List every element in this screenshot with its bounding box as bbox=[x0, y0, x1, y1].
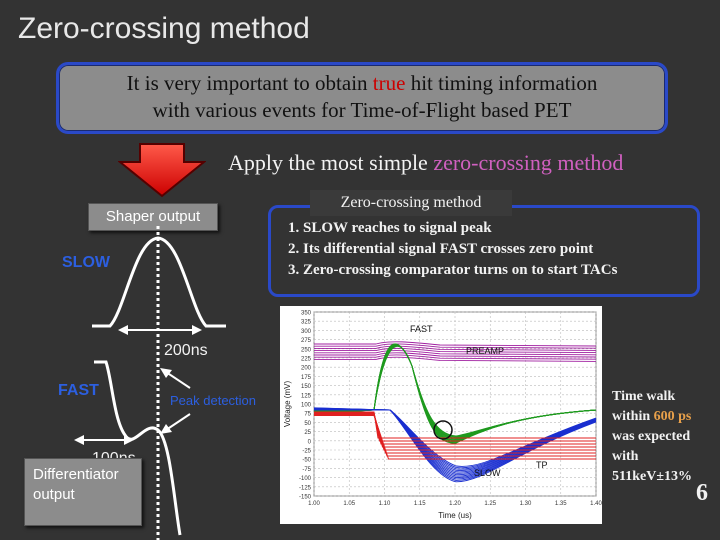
importance-callout: It is very important to obtain true hit … bbox=[56, 62, 668, 134]
importance-line-1: It is very important to obtain true hit … bbox=[59, 71, 665, 96]
y-tick-label: 275 bbox=[301, 338, 312, 344]
y-tick-label: -50 bbox=[302, 458, 311, 464]
y-tick-label: 325 bbox=[301, 320, 312, 326]
apply-highlight: zero-crossing method bbox=[433, 150, 624, 175]
y-tick-label: 300 bbox=[301, 329, 312, 335]
y-tick-label: 250 bbox=[301, 347, 312, 353]
y-tick-labels: 3503253002752502252001751501251007550250… bbox=[299, 311, 312, 501]
preamp-trace bbox=[314, 345, 597, 351]
preamp-trace bbox=[314, 350, 597, 356]
tp-trace bbox=[314, 415, 596, 460]
apply-method-text: Apply the most simple zero-crossing meth… bbox=[228, 150, 623, 176]
peak-arrow-upper bbox=[165, 371, 191, 389]
peak-arrow-lower-head bbox=[160, 424, 172, 434]
trace-label-slow: SLOW bbox=[474, 468, 501, 478]
preamp-trace bbox=[314, 341, 597, 347]
y-tick-label: 350 bbox=[301, 311, 312, 317]
oscilloscope-svg: 3503253002752502252001751501251007550250… bbox=[283, 311, 602, 521]
differentiator-output-label: Differentiator output bbox=[24, 458, 142, 526]
pulse-diagram bbox=[74, 226, 226, 540]
trace-group bbox=[313, 341, 597, 483]
shaper-output-label: Shaper output bbox=[88, 203, 218, 231]
y-tick-label: 25 bbox=[304, 430, 311, 436]
preamp-trace bbox=[314, 354, 597, 360]
time-walk-line-1: Time walk bbox=[612, 389, 676, 404]
preamp-trace bbox=[314, 352, 597, 358]
slow-width-label: 200ns bbox=[164, 342, 208, 359]
x-tick-label: 1.40 bbox=[590, 501, 602, 507]
y-tick-label: -100 bbox=[299, 476, 312, 482]
fast-width-arrowhead-left bbox=[74, 435, 84, 445]
x-tick-label: 1.25 bbox=[484, 501, 496, 507]
fast-label: FAST bbox=[58, 382, 99, 399]
y-tick-label: 100 bbox=[301, 403, 312, 409]
time-walk-highlight: 600 ps bbox=[653, 409, 692, 424]
preamp-trace bbox=[314, 356, 597, 362]
y-tick-label: -75 bbox=[302, 467, 311, 473]
zero-crossing-title: Zero-crossing method bbox=[310, 190, 512, 216]
slow-trace bbox=[313, 407, 597, 483]
differentiator-line-1: Differentiator bbox=[33, 466, 119, 483]
peak-arrow-lower bbox=[165, 413, 191, 431]
x-tick-label: 1.15 bbox=[414, 501, 426, 507]
y-axis-label: Voltage (mV) bbox=[283, 381, 292, 428]
peak-arrow-upper-head bbox=[160, 368, 172, 378]
time-walk-line-2-pre: within bbox=[612, 409, 654, 424]
zero-crossing-step-1: 1. SLOW reaches to signal peak bbox=[288, 220, 492, 236]
time-walk-line-2: within 600 ps bbox=[612, 407, 720, 427]
y-tick-label: 225 bbox=[301, 357, 312, 363]
apply-prefix: Apply the most simple bbox=[228, 150, 434, 175]
zero-crossing-step-2: 2. Its differential signal FAST crosses … bbox=[288, 241, 594, 257]
x-tick-label: 1.30 bbox=[520, 501, 532, 507]
time-walk-note: Time walk within 600 ps was expected wit… bbox=[612, 387, 720, 487]
down-arrow-icon bbox=[118, 143, 206, 198]
y-tick-label: 200 bbox=[301, 366, 312, 372]
fast-width-arrowhead-right bbox=[124, 435, 134, 445]
oscilloscope-plot: 350 325 300 275 250 225 200 175 150 125 100 75 50 25 0… bbox=[280, 306, 602, 524]
slow-label: SLOW bbox=[62, 254, 110, 271]
y-tick-label: -150 bbox=[299, 495, 312, 501]
differentiator-line-2: output bbox=[33, 486, 75, 503]
y-tick-label: -25 bbox=[302, 449, 311, 455]
x-tick-label: 1.00 bbox=[308, 501, 320, 507]
x-tick-labels: 1.00 1.05 1.10 1.15 1.20 1.25 1.30 1.35 1.40 bbox=[308, 501, 602, 507]
y-tick-label: -125 bbox=[299, 485, 312, 491]
fast-trace bbox=[313, 343, 597, 444]
x-tick-label: 1.35 bbox=[555, 501, 567, 507]
peak-detection-label: Peak detection bbox=[170, 393, 257, 408]
y-tick-label: 175 bbox=[301, 375, 312, 381]
importance-line-2: with various events for Time-of-Flight b… bbox=[152, 98, 572, 122]
fast-pulse bbox=[94, 360, 182, 536]
trace-label-fast: FAST bbox=[410, 324, 433, 334]
importance-text-pre: It is very important to obtain bbox=[126, 71, 373, 95]
zero-crossing-marker bbox=[433, 420, 453, 440]
y-tick-label: 0 bbox=[308, 439, 312, 445]
time-walk-line-3: was expected bbox=[612, 429, 691, 444]
y-tick-label: 150 bbox=[301, 384, 312, 390]
x-tick-label: 1.05 bbox=[343, 501, 355, 507]
importance-text-post: hit timing information bbox=[405, 71, 598, 95]
time-walk-line-5: 511keV±13% bbox=[612, 469, 693, 484]
importance-highlight: true bbox=[372, 71, 406, 95]
page-number: 6 bbox=[696, 480, 708, 506]
trace-label-tp: TP bbox=[536, 460, 548, 470]
x-axis-label: Time (us) bbox=[438, 511, 472, 520]
y-tick-label: 75 bbox=[304, 412, 311, 418]
y-tick-label: 50 bbox=[304, 421, 311, 427]
trace-label-preamp: PREAMP bbox=[466, 346, 504, 356]
time-walk-line-4: with bbox=[612, 449, 639, 464]
x-tick-label: 1.10 bbox=[379, 501, 391, 507]
slow-width-arrowhead-left bbox=[118, 325, 128, 335]
preamp-trace bbox=[314, 343, 597, 349]
slow-width-arrowhead-right bbox=[192, 325, 202, 335]
y-tick-label: 125 bbox=[301, 393, 312, 399]
x-tick-label: 1.20 bbox=[449, 501, 461, 507]
zero-crossing-step-3: 3. Zero-crossing comparator turns on to … bbox=[288, 262, 618, 278]
page-title: Zero-crossing method bbox=[18, 12, 310, 45]
